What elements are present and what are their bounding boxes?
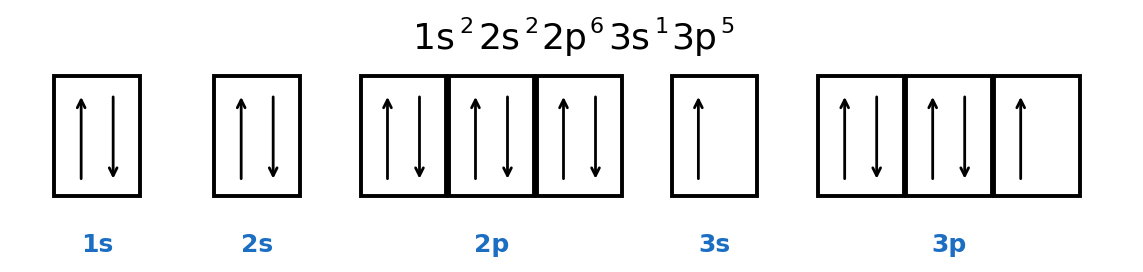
Text: 2s: 2s [478,22,520,56]
Bar [818,76,903,196]
Bar [537,76,622,196]
Bar [672,76,757,196]
Text: 3p: 3p [932,233,966,257]
Bar [905,76,991,196]
Bar [361,76,447,196]
Bar [55,76,139,196]
Text: 1: 1 [655,17,669,37]
Text: 1s: 1s [413,22,455,56]
Text: 3s: 3s [698,233,730,257]
Text: 2s: 2s [241,233,273,257]
Text: 2p: 2p [474,233,509,257]
Bar [215,76,299,196]
Text: 3s: 3s [608,22,650,56]
Text: 5: 5 [720,17,734,37]
Bar [994,76,1079,196]
Text: 6: 6 [590,17,604,37]
Text: 2p: 2p [541,22,588,56]
Text: 1s: 1s [81,233,113,257]
Text: 3p: 3p [671,22,718,56]
Text: 2: 2 [459,17,473,37]
Bar [448,76,534,196]
Text: 2: 2 [525,17,538,37]
